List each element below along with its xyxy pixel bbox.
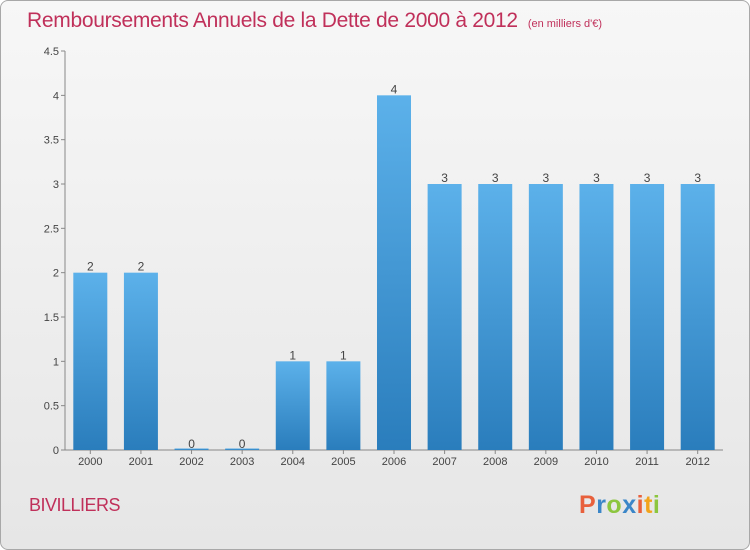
x-tick-label: 2011 [635, 456, 659, 468]
y-tick-label: 4 [53, 90, 59, 102]
y-tick-label: 4.5 [44, 46, 59, 58]
x-tick-label: 2001 [129, 456, 153, 468]
bar-2012 [680, 184, 715, 450]
chart-title: Remboursements Annuels de la Dette de 20… [27, 9, 602, 33]
value-label: 3 [492, 171, 499, 185]
bar-2009 [528, 184, 563, 450]
value-label: 3 [593, 171, 600, 185]
y-tick-label: 1.5 [44, 312, 59, 324]
bar-2010 [579, 184, 614, 450]
value-label: 1 [340, 348, 347, 362]
value-label: 3 [441, 171, 448, 185]
x-tick-label: 2002 [179, 456, 203, 468]
y-tick-label: 2.5 [44, 223, 59, 235]
y-tick-label: 0 [53, 445, 59, 457]
bar-2006 [377, 95, 411, 450]
x-tick-label: 2010 [584, 456, 608, 468]
logo-letter: r [596, 491, 607, 519]
commune-name: BIVILLIERS [29, 495, 121, 515]
logo-letter: t [644, 491, 653, 519]
bar-2002 [174, 448, 209, 450]
y-tick-label: 0.5 [44, 401, 59, 413]
logo-letter: i [636, 491, 645, 519]
y-tick-label: 2 [53, 268, 59, 280]
bar-2004 [275, 361, 310, 450]
x-tick-label: 2003 [230, 456, 254, 468]
value-label: 1 [289, 348, 296, 362]
y-tick-label: 3.5 [44, 135, 59, 147]
x-tick-label: 2007 [432, 456, 456, 468]
logo-letter: i [652, 491, 661, 519]
y-tick-label: 1 [53, 356, 59, 368]
x-tick-label: 2005 [331, 456, 355, 468]
bar-2003 [225, 448, 260, 450]
unit-note: (en milliers d'€) [527, 18, 603, 30]
bar-2001 [123, 272, 158, 450]
logo-letter: o [606, 491, 623, 519]
bar-2008 [478, 184, 513, 450]
x-tick-label: 2004 [281, 456, 305, 468]
x-tick-label: 2012 [685, 456, 709, 468]
logo-letter: P [579, 491, 597, 519]
value-label: 0 [188, 437, 195, 451]
bar-2011 [630, 184, 665, 450]
value-label: 2 [138, 260, 145, 274]
proxiti-logo: Proxiti [579, 491, 660, 520]
bar-2000 [73, 272, 108, 450]
x-tick-label: 2000 [78, 456, 102, 468]
value-label: 3 [543, 171, 550, 185]
title-text: Remboursements Annuels de la Dette de 20… [27, 9, 518, 32]
value-label: 4 [391, 82, 398, 96]
value-label: 0 [239, 437, 246, 451]
value-label: 2 [87, 260, 94, 274]
y-tick-label: 3 [53, 179, 59, 191]
x-tick-label: 2009 [534, 456, 558, 468]
x-tick-label: 2006 [382, 456, 406, 468]
bar-2005 [326, 361, 361, 450]
bar-2007 [427, 184, 462, 450]
x-tick-label: 2008 [483, 456, 507, 468]
logo-letter: x [622, 491, 637, 519]
value-label: 3 [694, 171, 701, 185]
value-label: 3 [644, 171, 651, 185]
